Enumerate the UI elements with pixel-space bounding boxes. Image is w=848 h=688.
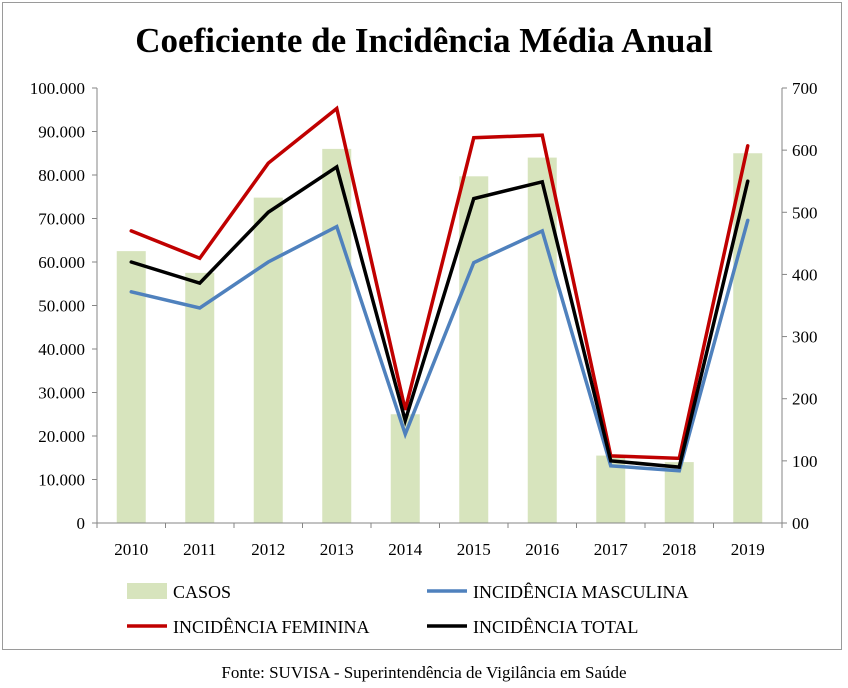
x-tick-label: 2012 — [251, 540, 285, 559]
right-tick-label: 700 — [792, 79, 818, 98]
left-tick-label: 10.000 — [38, 471, 85, 490]
x-tick-label: 2018 — [662, 540, 696, 559]
left-tick-label: 40.000 — [38, 340, 85, 359]
chart-title: Coeficiente de Incidência Média Anual — [135, 21, 713, 60]
right-tick-label: 300 — [792, 328, 818, 347]
x-tick-label: 2010 — [114, 540, 148, 559]
left-tick-label: 50.000 — [38, 297, 85, 316]
line-incid-ncia-total — [129, 164, 750, 469]
legend-label: INCIDÊNCIA MASCULINA — [473, 581, 689, 602]
right-tick-label: 400 — [792, 265, 818, 284]
x-tick-label: 2013 — [320, 540, 354, 559]
bar-casos-2019 — [733, 153, 763, 523]
left-tick-label: 20.000 — [38, 427, 85, 446]
right-tick-label: 500 — [792, 203, 818, 222]
bar-casos-2011 — [185, 272, 215, 523]
left-tick-label: 30.000 — [38, 384, 85, 403]
left-tick-label: 70.000 — [38, 210, 85, 229]
x-tick-label: 2016 — [525, 540, 559, 559]
legend-label: INCIDÊNCIA TOTAL — [473, 616, 638, 637]
bar-casos-2010 — [116, 251, 146, 523]
right-tick-label: 600 — [792, 141, 818, 160]
right-tick-label: 00 — [792, 514, 809, 533]
left-tick-label: 100.000 — [30, 79, 85, 98]
x-tick-label: 2015 — [457, 540, 491, 559]
line-incid-ncia-feminina — [129, 105, 750, 461]
legend-swatch-casos — [127, 583, 167, 599]
bar-casos-2016 — [527, 157, 557, 523]
bar-casos-2013 — [322, 148, 352, 523]
x-tick-label: 2017 — [594, 540, 629, 559]
line-incid-ncia-masculina — [129, 218, 750, 473]
source-footer: Fonte: SUVISA - Superintendência de Vigi… — [221, 663, 627, 682]
x-tick-label: 2014 — [388, 540, 423, 559]
legend-label: INCIDÊNCIA FEMININA — [173, 616, 370, 637]
left-tick-label: 90.000 — [38, 123, 85, 142]
left-tick-label: 80.000 — [38, 166, 85, 185]
left-tick-label: 0 — [77, 514, 86, 533]
legend-label: CASOS — [173, 582, 231, 602]
right-tick-label: 200 — [792, 390, 818, 409]
bar-casos-2012 — [253, 197, 283, 523]
x-tick-label: 2011 — [183, 540, 216, 559]
left-tick-label: 60.000 — [38, 253, 85, 272]
right-tick-label: 100 — [792, 452, 818, 471]
x-tick-label: 2019 — [731, 540, 765, 559]
